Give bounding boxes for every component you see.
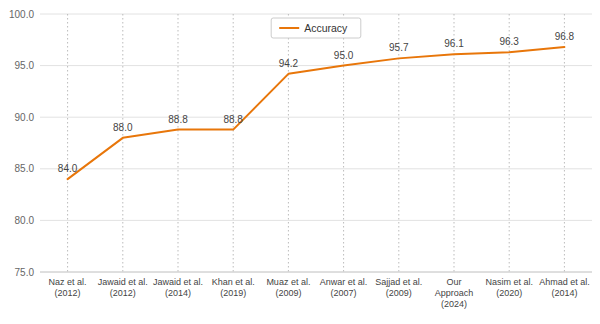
data-label: 88.8 — [168, 114, 188, 125]
x-tick-label-line: Naz et al. — [49, 277, 87, 287]
x-tick-label-line: (2012) — [110, 288, 136, 298]
data-label: 95.0 — [334, 50, 354, 61]
y-tick-label: 85.0 — [15, 163, 35, 174]
x-tick-label: Sajjad et al.(2009) — [375, 277, 422, 298]
data-label: 94.2 — [279, 58, 299, 69]
x-tick-label-line: Approach — [435, 288, 474, 298]
x-tick-label: OurApproach(2024) — [435, 277, 474, 309]
x-axis-line — [40, 272, 592, 273]
x-tick-label-line: Anwar et al. — [320, 277, 368, 287]
x-grid-line — [564, 14, 565, 272]
x-tick-label-line: (2012) — [55, 288, 81, 298]
x-tick-label-line: (2019) — [220, 288, 246, 298]
plot-area — [68, 47, 565, 179]
x-tick-label: Jawaid et al.(2012) — [98, 277, 148, 298]
x-tick-label-line: (2020) — [496, 288, 522, 298]
x-tick-label-line: Muaz et al. — [266, 277, 310, 287]
data-label: 96.8 — [555, 31, 575, 42]
legend-swatch — [279, 27, 299, 29]
x-tick-label-line: Jawaid et al. — [153, 277, 203, 287]
x-tick-label-line: Khan et al. — [212, 277, 255, 287]
x-tick-label-line: (2014) — [165, 288, 191, 298]
y-tick-label: 75.0 — [15, 267, 35, 278]
y-grid-line — [40, 168, 592, 169]
x-tick-label: Jawaid et al.(2014) — [153, 277, 203, 298]
legend-label: Accuracy — [304, 22, 348, 34]
data-label: 84.0 — [58, 163, 78, 174]
x-tick-label: Muaz et al.(2009) — [266, 277, 310, 298]
y-tick-label: 90.0 — [15, 112, 35, 123]
y-tick-label: 95.0 — [15, 60, 35, 71]
legend-box — [271, 18, 361, 38]
y-grid-line — [40, 272, 592, 273]
x-tick-label-line: (2009) — [386, 288, 412, 298]
x-tick-label-line: (2009) — [275, 288, 301, 298]
data-label: 88.0 — [113, 122, 133, 133]
x-tick-label-line: (2014) — [551, 288, 577, 298]
x-tick-label: Ahmad et al.(2014) — [539, 277, 590, 298]
x-tick-label: Anwar et al.(2007) — [320, 277, 368, 298]
x-grid-line — [454, 14, 455, 272]
chart-container: 75.080.085.090.095.0100.0Naz et al.(2012… — [0, 0, 600, 324]
data-label: 88.8 — [223, 114, 243, 125]
legend: Accuracy — [271, 18, 361, 38]
x-tick-label-line: (2024) — [441, 299, 467, 309]
y-tick-label: 100.0 — [9, 9, 34, 20]
y-grid-line — [40, 220, 592, 221]
x-grid-line — [178, 14, 179, 272]
data-label: 96.3 — [499, 36, 519, 47]
data-label: 96.1 — [444, 38, 464, 49]
x-tick-label-line: (2007) — [331, 288, 357, 298]
x-tick-label: Khan et al.(2019) — [212, 277, 255, 298]
y-grid-line — [40, 65, 592, 66]
x-grid-line — [67, 14, 68, 272]
data-label: 95.7 — [389, 42, 409, 53]
x-tick-label-line: Nasim et al. — [485, 277, 533, 287]
x-grid-line — [122, 14, 123, 272]
series-line — [68, 47, 565, 179]
x-grid-line — [233, 14, 234, 272]
y-tick-label: 80.0 — [15, 215, 35, 226]
x-tick-label: Nasim et al.(2020) — [485, 277, 533, 298]
x-grid-line — [288, 14, 289, 272]
chart: 75.080.085.090.095.0100.0Naz et al.(2012… — [0, 0, 600, 324]
x-tick-label-line: Sajjad et al. — [375, 277, 422, 287]
x-tick-label-line: Ahmad et al. — [539, 277, 590, 287]
x-tick-label: Naz et al.(2012) — [49, 277, 87, 298]
x-tick-label-line: Our — [446, 277, 461, 287]
x-tick-label-line: Jawaid et al. — [98, 277, 148, 287]
y-grid-line — [40, 117, 592, 118]
